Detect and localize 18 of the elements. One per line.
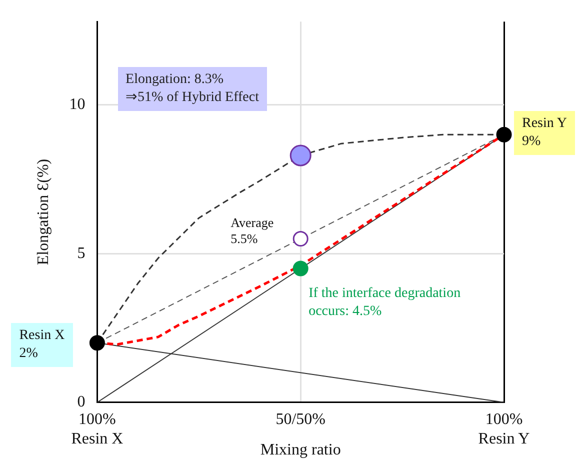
x-tick-label: 50/50% (276, 411, 326, 428)
y-tick-label: 10 (69, 96, 86, 114)
annotation: Resin X 2% (11, 322, 73, 367)
y-tick-label: 0 (77, 394, 86, 411)
annotation: Average 5.5% (230, 214, 274, 247)
annotation: Resin Y 9% (514, 110, 575, 155)
point (89, 335, 105, 351)
y-axis-title: Elongation Ɛ(%) (34, 158, 52, 266)
point (292, 260, 308, 276)
annotation: If the interface degradation occurs: 4.5% (308, 284, 462, 321)
annotation: Elongation: 8.3% ⇒51% of Hybrid Effect (118, 67, 267, 112)
x-tick-label: 100% Resin Y (478, 411, 530, 448)
point (496, 126, 512, 142)
x-axis-title: Mixing ratio (260, 442, 341, 459)
point (290, 144, 312, 166)
x-tick-label: 100% Resin X (71, 411, 124, 448)
point (292, 231, 308, 247)
y-tick-label: 5 (77, 244, 86, 262)
